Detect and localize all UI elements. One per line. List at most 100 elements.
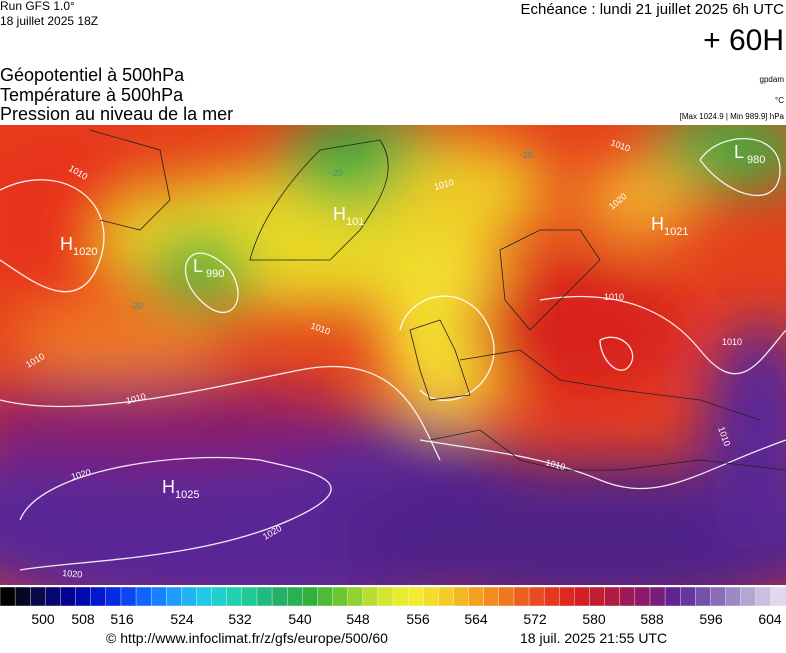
colorbar-swatch bbox=[725, 586, 742, 607]
colorbar-tick: 508 bbox=[71, 611, 95, 627]
colorbar-swatch bbox=[45, 586, 62, 607]
colorbar-tick: 604 bbox=[758, 611, 782, 627]
colorbar-tick: 564 bbox=[464, 611, 488, 627]
forecast-time: Echéance : lundi 21 juillet 2025 6h UTC bbox=[521, 1, 785, 18]
center-value: 1025 bbox=[175, 489, 199, 501]
source-url: © http://www.infoclimat.fr/z/gfs/europe/… bbox=[106, 630, 388, 646]
colorbar-tick: 596 bbox=[699, 611, 723, 627]
colorbar-tick: 580 bbox=[582, 611, 606, 627]
run-label: Run GFS 1.0° bbox=[0, 0, 75, 13]
colorbar-swatch bbox=[302, 586, 319, 607]
colorbar-swatch bbox=[256, 586, 273, 607]
colorbar-swatch bbox=[271, 586, 288, 607]
colorbar-swatch bbox=[211, 586, 228, 607]
colorbar-swatch bbox=[543, 586, 560, 607]
colorbar-swatch bbox=[559, 586, 576, 607]
colorbar-tick: 500 bbox=[31, 611, 55, 627]
colorbar-swatch bbox=[286, 586, 304, 607]
colorbar-swatch bbox=[695, 586, 712, 607]
colorbar-swatch bbox=[226, 586, 243, 607]
colorbar-swatch bbox=[407, 586, 424, 607]
colorbar-swatch bbox=[196, 586, 213, 607]
colorbar-swatch bbox=[438, 586, 455, 607]
isobar-label: 1010 bbox=[604, 292, 624, 302]
colorbar-swatch bbox=[166, 586, 183, 607]
unit: [Max 1024.9 | Min 989.9] hPa bbox=[680, 112, 785, 121]
colorbar-swatch bbox=[770, 586, 786, 607]
colorbar-swatch bbox=[317, 586, 334, 607]
colorbar-tick: 588 bbox=[640, 611, 664, 627]
colorbar-swatch bbox=[135, 586, 152, 607]
colorbar-swatch bbox=[664, 586, 681, 607]
center-type: L bbox=[193, 256, 203, 276]
colorbar-swatch bbox=[181, 586, 198, 607]
colorbar-tick: 516 bbox=[110, 611, 134, 627]
colorbar-swatch bbox=[377, 586, 394, 607]
colorbar-swatch bbox=[498, 586, 515, 607]
lead-time: + 60H bbox=[703, 24, 784, 57]
colorbar-swatch bbox=[60, 586, 77, 607]
coastlines bbox=[89, 129, 786, 471]
colorbar-swatch bbox=[392, 586, 409, 607]
center-value: 990 bbox=[206, 268, 224, 280]
colorbar-swatch bbox=[423, 586, 440, 607]
colorbar-swatch bbox=[347, 586, 364, 607]
unit: gpdam bbox=[760, 75, 785, 84]
center-value: 1020 bbox=[73, 246, 97, 258]
colorbar-tick: 540 bbox=[288, 611, 312, 627]
colorbar-swatch bbox=[604, 586, 621, 607]
colorbar-swatch bbox=[483, 586, 500, 607]
colorbar-swatch bbox=[740, 586, 757, 607]
colorbar-swatch bbox=[241, 586, 258, 607]
unit: °C bbox=[775, 96, 784, 105]
temperature-label: -20 bbox=[330, 168, 343, 178]
colorbar-tick: 556 bbox=[406, 611, 430, 627]
colorbar-swatch bbox=[362, 586, 379, 607]
colorbar-swatch bbox=[513, 586, 530, 607]
legend-line: Température à 500hPa bbox=[0, 85, 184, 105]
center-type: H bbox=[162, 477, 175, 497]
colorbar-swatch bbox=[120, 586, 137, 607]
colorbar-swatch bbox=[710, 586, 727, 607]
colorbar-swatch bbox=[528, 586, 545, 607]
colorbar-tick: 548 bbox=[346, 611, 370, 627]
colorbar-swatch bbox=[90, 586, 107, 607]
isobar-label: 1010 bbox=[722, 337, 742, 347]
center-type: H bbox=[651, 214, 664, 234]
colorbar-swatch bbox=[679, 586, 697, 607]
center-value: 101 bbox=[346, 216, 364, 228]
center-value: 1021 bbox=[664, 226, 688, 238]
isobars bbox=[0, 138, 786, 571]
colorbar-swatch bbox=[634, 586, 651, 607]
colorbar-swatch bbox=[150, 586, 167, 607]
legend-line: Pression au niveau de la mer bbox=[0, 104, 233, 124]
temperature-label: -20 bbox=[520, 150, 533, 160]
isobar-label: 1020 bbox=[62, 568, 83, 580]
colorbar-swatch bbox=[574, 586, 591, 607]
colorbar-tick: 532 bbox=[228, 611, 252, 627]
colorbar-swatch bbox=[14, 586, 31, 607]
colorbar-swatch bbox=[468, 586, 485, 607]
timestamp: 18 juil. 2025 21:55 UTC bbox=[520, 630, 667, 646]
colorbar-swatch bbox=[30, 586, 47, 607]
colorbar-swatch bbox=[332, 586, 349, 607]
center-type: H bbox=[60, 234, 73, 254]
run-date: 18 juillet 2025 18Z bbox=[0, 14, 98, 28]
temperature-label: -20 bbox=[130, 301, 143, 311]
center-type: L bbox=[734, 142, 744, 162]
center-value: 980 bbox=[747, 154, 765, 166]
colorbar-swatch bbox=[0, 586, 16, 607]
colorbar-swatch bbox=[649, 586, 666, 607]
legend-line: Géopotentiel à 500hPa bbox=[0, 65, 185, 85]
colorbar-swatch bbox=[619, 586, 636, 607]
center-type: H bbox=[333, 204, 346, 224]
map bbox=[0, 125, 786, 585]
colorbar: 500 508 516 524 532 540 548 556 564 572 580 588 596 6… bbox=[0, 586, 786, 627]
colorbar-swatch bbox=[453, 586, 470, 607]
colorbar-swatch bbox=[105, 586, 122, 607]
colorbar-tick: 572 bbox=[523, 611, 547, 627]
colorbar-swatch bbox=[589, 586, 606, 607]
colorbar-swatch bbox=[755, 586, 772, 607]
